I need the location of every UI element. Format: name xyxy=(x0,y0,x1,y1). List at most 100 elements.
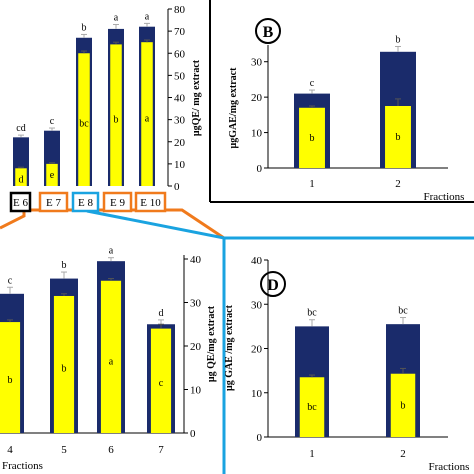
panel-a-y-ticks: 0 10 20 30 40 50 60 70 80 xyxy=(168,4,186,193)
panel-a-letter: a xyxy=(114,12,119,23)
panel-a-tick-label: 50 xyxy=(174,70,186,82)
panel-c-category-label: 7 xyxy=(158,444,164,456)
panel-a-letter: b xyxy=(82,22,87,33)
panel-c-tick-label: 20 xyxy=(190,341,202,353)
panel-a-tick-label: 0 xyxy=(174,181,180,193)
panel-c-letter: b xyxy=(62,260,67,271)
blue-connector xyxy=(86,209,474,240)
fraction-box xyxy=(9,191,32,213)
panel-a-tick-label: 10 xyxy=(174,159,186,171)
panel-a-inner-letter: e xyxy=(50,170,55,181)
panel-a-tick-label: 60 xyxy=(174,48,186,60)
panel-b-y-ticks: 0 10 20 30 xyxy=(251,57,268,175)
svg-text:B: B xyxy=(263,24,274,41)
panel-c-tick-label: 0 xyxy=(190,428,196,440)
panel-b-x-axis-label: Fractions xyxy=(424,191,465,203)
panel-c-letter: d xyxy=(159,308,164,319)
panel-c-bar-fraction xyxy=(53,295,75,433)
panel-a-tick-label: 40 xyxy=(174,93,186,105)
panel-d-letter: bc xyxy=(307,308,317,319)
panel-a-bar-fraction xyxy=(78,53,90,186)
fraction-box-label: E 8 xyxy=(78,197,93,209)
panel-d-letter: bc xyxy=(398,306,408,317)
panel-b-category-label: 1 xyxy=(309,178,315,190)
panel-a-inner-letter: d xyxy=(19,174,24,185)
panel-c-tick-label: 40 xyxy=(190,254,202,266)
panel-b-bars: c b 1 b b 2 xyxy=(294,34,416,190)
panel-d-bar-fraction xyxy=(390,373,416,437)
panel-c-x-axis-label: Fractions xyxy=(2,460,43,472)
panel-a-inner-letter: bc xyxy=(79,118,89,129)
panel-c-inner-letter: a xyxy=(109,356,114,367)
panel-b-label: B xyxy=(255,18,281,44)
fraction-box-label: E 6 xyxy=(13,197,28,209)
orange-connector xyxy=(0,208,225,240)
panel-c-category-label: 6 xyxy=(108,444,114,456)
panel-c-tick-label: 10 xyxy=(190,385,202,397)
fraction-box xyxy=(71,191,100,213)
panel-b-tick-label: 10 xyxy=(251,128,263,140)
panel-d-tick-label: 0 xyxy=(257,432,263,444)
panel-d-label: D xyxy=(260,271,286,297)
panel-d-tick-label: 30 xyxy=(251,299,263,311)
panel-d-tick-label: 40 xyxy=(251,255,263,267)
panel-a-letter: cd xyxy=(16,123,25,134)
panel-d-tick-label: 20 xyxy=(251,344,263,356)
panel-a-bar-fraction xyxy=(110,44,122,187)
panel-a-y-axis-label: μgQE/ mg extract xyxy=(191,59,202,136)
panel-c-y-ticks: 0 10 20 30 40 xyxy=(184,254,202,440)
panel-d-x-axis-label: Fractions xyxy=(429,461,470,473)
panel-a-tick-label: 70 xyxy=(174,26,186,38)
panel-c-inner-letter: c xyxy=(159,378,164,389)
fraction-box xyxy=(38,191,69,213)
panel-c-inner-letter: b xyxy=(62,363,67,374)
panel-d-y-ticks: 0 10 20 30 40 xyxy=(251,255,268,444)
panel-b-inner-letter: b xyxy=(396,132,401,143)
panel-c-inner-letter: b xyxy=(8,375,13,386)
fraction-box-label: E 7 xyxy=(46,197,61,209)
panel-c-category-label: 5 xyxy=(61,444,67,456)
panel-b-bar-fraction xyxy=(385,106,411,168)
panel-b-letter: c xyxy=(310,78,315,89)
panel-a-tick-label: 80 xyxy=(174,4,186,16)
panel-d-y-axis-label: μg GAE /mg extract xyxy=(224,304,235,391)
panel-b-inner-letter: b xyxy=(310,133,315,144)
panel-c-letter: c xyxy=(8,275,13,286)
panel-d-category-label: 2 xyxy=(400,448,406,460)
panel-d-inner-letter: b xyxy=(401,401,406,412)
panel-a-letter: a xyxy=(145,11,150,22)
fraction-box xyxy=(134,191,167,213)
panel-a-bar-fraction xyxy=(141,42,153,186)
panel-c-bars: c b 4 b b 5 a a 6 d c 7 xyxy=(0,246,175,456)
panel-a-tick-label: 20 xyxy=(174,137,186,149)
panel-b-bar-fraction xyxy=(299,107,325,168)
panel-a-bar-fraction xyxy=(46,163,58,186)
panel-a-bar-fraction xyxy=(15,168,27,186)
fraction-box-label: E 10 xyxy=(140,197,161,209)
panel-b-tick-label: 30 xyxy=(251,57,263,69)
panel-b-letter: b xyxy=(396,34,401,45)
svg-text:D: D xyxy=(267,277,279,294)
panel-d-tick-label: 10 xyxy=(251,388,263,400)
panel-c-bar-fraction xyxy=(0,322,21,433)
panel-b-tick-label: 0 xyxy=(257,163,263,175)
panel-a-letter: c xyxy=(50,116,55,127)
panel-a-inner-letter: a xyxy=(145,113,150,124)
panel-a-fraction-boxes: E 6 E 7 E 8 E 9 E 10 xyxy=(9,191,167,213)
panel-c-y-axis-label: μg QE/mg extract xyxy=(206,305,217,382)
panel-a-inner-letter: b xyxy=(114,114,119,125)
fraction-box-label: E 9 xyxy=(110,197,125,209)
panel-b-tick-label: 20 xyxy=(251,92,263,104)
panel-c-bar-fraction xyxy=(150,328,172,433)
panel-d-inner-letter: bc xyxy=(307,402,317,413)
panel-d-bar-fraction xyxy=(299,377,325,437)
panel-b-y-axis-label: μgGAE/mg extract xyxy=(228,67,239,149)
panel-d-category-label: 1 xyxy=(309,448,315,460)
panel-c-bar-fraction xyxy=(100,280,122,433)
panel-b-category-label: 2 xyxy=(395,178,401,190)
panel-a-bars: cd d c e b bc a b a a xyxy=(13,11,155,187)
panel-c-letter: a xyxy=(109,246,114,257)
panel-a-tick-label: 30 xyxy=(174,115,186,127)
panel-d-bars: bc bc 1 bc b 2 xyxy=(295,306,420,460)
